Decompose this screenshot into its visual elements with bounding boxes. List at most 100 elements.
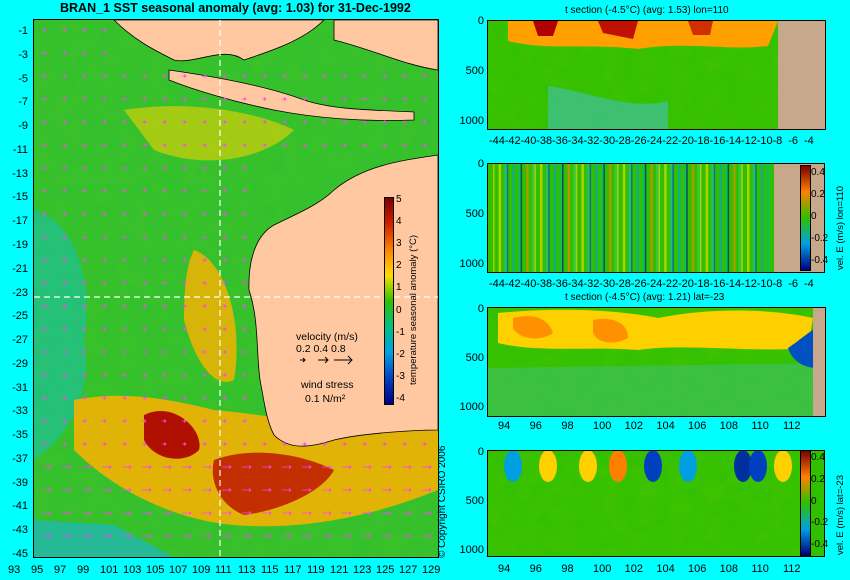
vector-arrow-icon <box>182 327 187 331</box>
vector-arrow-icon <box>422 143 427 147</box>
vector-arrow-icon <box>222 534 232 538</box>
lesser-sunda-land <box>168 69 415 121</box>
vector-arrow-icon <box>222 74 227 78</box>
t-lon-x-tick: -8 <box>772 135 783 147</box>
vector-arrow-icon <box>262 120 267 124</box>
vector-arrow-icon <box>382 511 392 515</box>
map-y-tick: -19 <box>12 238 28 251</box>
vel-lat-y-tick: 500 <box>465 495 484 507</box>
vector-arrow-icon <box>362 97 367 101</box>
vector-arrow-icon <box>282 488 292 492</box>
map-y-tick: -45 <box>12 548 28 560</box>
velocity-stripe <box>520 164 523 272</box>
vel-lon-colorbar-tick: 0.4 <box>811 167 825 178</box>
vector-arrow-icon <box>202 465 212 469</box>
vector-arrow-icon <box>182 304 187 308</box>
t-lat-y-tick: 0 <box>477 303 484 315</box>
velocity-stripe <box>741 164 743 272</box>
velocity-stripe <box>755 164 757 272</box>
t-lat-x-tick: 110 <box>751 420 769 432</box>
t-lat-x-tick: 98 <box>561 420 574 432</box>
vel-lon-colorbar-tick: -0.2 <box>811 233 829 244</box>
vector-arrow-icon <box>282 120 287 124</box>
vel-lon-x-tick: -22 <box>662 278 679 290</box>
vector-arrow-icon <box>282 97 287 101</box>
vector-arrow-icon <box>222 511 232 515</box>
map-x-tick: 107 <box>169 564 188 576</box>
velocity-stripe <box>553 164 557 272</box>
vector-arrow-icon <box>162 189 167 193</box>
vector-arrow-icon <box>122 166 127 170</box>
vector-arrow-icon <box>162 258 167 262</box>
map-colorbar-tick: -4 <box>396 393 405 404</box>
velocity-stripe <box>504 164 508 272</box>
vector-arrow-icon <box>182 488 192 492</box>
vel-lon-y-tick: 0 <box>477 158 484 170</box>
velocity-core <box>609 451 627 482</box>
vector-arrow-icon <box>102 212 107 216</box>
velocity-core <box>539 451 557 482</box>
vector-arrow-icon <box>242 120 247 124</box>
vel-section-lon-plot[interactable] <box>487 163 776 273</box>
vector-arrow-icon <box>362 74 367 78</box>
vel-lon-colorbar-tick: 0.2 <box>811 189 825 200</box>
vector-arrow-icon <box>202 235 207 239</box>
vel-lat-colorbar-tick: 0 <box>811 495 817 507</box>
map-colorbar-tick: 5 <box>396 194 402 205</box>
map-y-tick: -5 <box>18 72 28 85</box>
velocity-stripe <box>518 164 522 272</box>
map-x-tick: 105 <box>146 564 165 576</box>
vector-arrow-icon <box>162 373 167 377</box>
vector-arrow-icon <box>382 97 387 101</box>
velocity-stripe <box>727 164 730 272</box>
vector-arrow-icon <box>62 442 67 446</box>
vector-arrow-icon <box>242 534 252 538</box>
vector-arrow-icon <box>242 74 247 78</box>
vector-arrow-icon <box>62 51 67 55</box>
hot-eddy-2 <box>212 452 334 515</box>
map-y-tick: -31 <box>12 381 28 394</box>
t-lat-x-tick: 106 <box>688 420 707 432</box>
vector-arrow-icon <box>122 120 127 124</box>
vector-arrow-icon <box>182 212 187 216</box>
vector-arrow-icon <box>322 442 327 446</box>
map-y-tick: -11 <box>12 143 28 156</box>
t-lon-x-tick: -28 <box>615 135 631 147</box>
vector-arrow-icon <box>222 442 227 446</box>
t-section-lon-plot[interactable] <box>487 20 826 130</box>
vel-section-lat-plot[interactable] <box>487 450 803 557</box>
bathymetry-land <box>778 21 825 129</box>
wind-stress-label: wind stress <box>301 379 354 391</box>
vector-arrow-icon <box>202 143 207 147</box>
velocity-core <box>734 451 752 482</box>
vector-arrow-icon <box>122 212 127 216</box>
t-lon-x-tick: -10 <box>756 135 773 147</box>
t-section-lat-title: t section (-4.5°C) (avg: 1.21) lat=-23 <box>565 292 725 303</box>
vector-arrow-icon <box>122 488 132 492</box>
t-lon-x-tick: -16 <box>709 135 726 147</box>
vector-arrow-icon <box>382 488 392 492</box>
vector-arrow-icon <box>102 258 107 262</box>
t-section-lat-svg <box>488 308 825 416</box>
vector-arrow-icon <box>302 465 312 469</box>
velocity-legend-label: velocity (m/s) <box>296 331 358 343</box>
velocity-core <box>774 451 792 482</box>
vector-arrow-icon <box>362 511 372 515</box>
t-lon-x-tick: -12 <box>741 135 757 147</box>
velocity-stripe <box>642 164 646 272</box>
sst-anomaly-map[interactable] <box>33 19 439 558</box>
map-colorbar-tick: -2 <box>396 348 405 360</box>
vector-arrow-icon <box>182 97 187 101</box>
vector-arrow-icon <box>122 281 127 285</box>
vel-lon-x-tick: -26 <box>630 278 647 290</box>
vector-arrow-icon <box>62 327 67 331</box>
velocity-stripe <box>575 164 578 272</box>
vector-arrow-icon <box>42 258 47 262</box>
vector-arrow-icon <box>302 488 312 492</box>
t-section-lat-plot[interactable] <box>487 307 826 417</box>
vector-arrow-icon <box>382 534 392 538</box>
vector-arrow-icon <box>82 235 87 239</box>
vector-arrow-icon <box>102 120 107 124</box>
vector-arrow-icon <box>62 235 67 239</box>
vel-lon-x-tick: -10 <box>756 278 773 290</box>
